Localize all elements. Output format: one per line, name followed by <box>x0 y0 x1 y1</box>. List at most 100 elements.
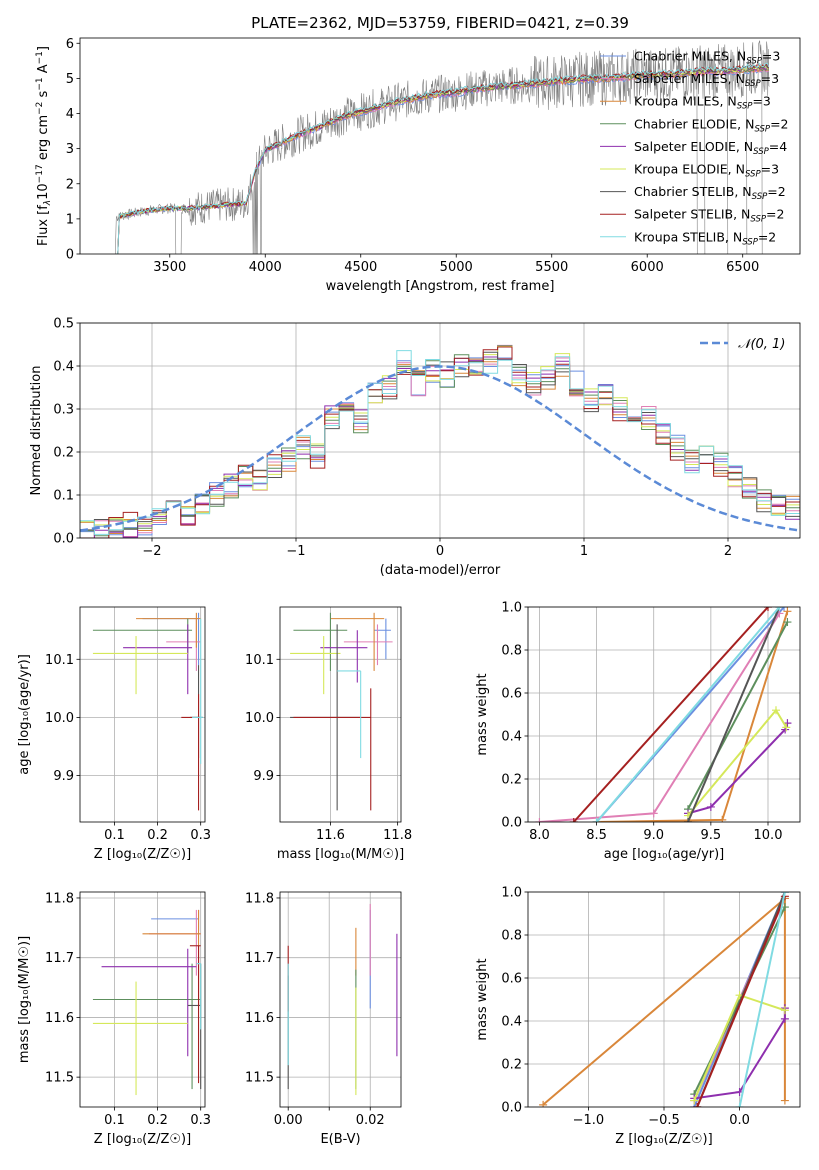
legend-model-name: Kroupa STELIB, N <box>634 229 742 244</box>
x-tick-label: 0.3 <box>190 828 211 843</box>
plot-area <box>287 903 398 1096</box>
grid <box>528 891 800 1108</box>
plot-area <box>539 892 789 1107</box>
histogram-chabrier-miles <box>80 357 800 538</box>
y-axis-label-part: A <box>36 64 51 77</box>
marker-chabrier-elodie <box>783 618 792 627</box>
y-tick-label: 0.6 <box>501 687 522 702</box>
histogram-salpeter-stelib <box>80 346 800 538</box>
y-axis-label-part: 10 <box>36 183 51 200</box>
x-axis-label: wavelength [Angstrom, rest frame] <box>326 279 555 294</box>
y-tick-label: 11.7 <box>245 951 274 966</box>
x-tick-label: 4000 <box>249 260 282 275</box>
y-tick-label: 1 <box>66 212 74 227</box>
x-tick-label: 1 <box>580 544 588 559</box>
axes-residuals: −2 −1 0 1 2 0.0 0.1 0.2 0.3 0.4 0.5 (data-model)/er… <box>29 317 801 578</box>
y-tick-label: 9.9 <box>253 769 274 784</box>
y-axis-label: Normed distribution <box>29 366 44 496</box>
legend-subscript: SSP <box>745 170 761 180</box>
legend-model-name: Kroupa MILES, N <box>634 94 737 109</box>
legend-nssp-value: =2 <box>758 229 776 244</box>
axes-mass_vs_Z: 0.1 0.2 0.3 11.5 11.6 11.7 11.8 Z [log₁₀(Z/Z☉)]… <box>17 891 211 1147</box>
axes-frame <box>79 322 801 539</box>
line-salpeter-miles <box>539 612 781 822</box>
axes-frame <box>79 891 206 1108</box>
axes-frame <box>527 891 801 1108</box>
y-tick-label: 11.7 <box>45 951 74 966</box>
chart-title: PLATE=2362, MJD=53759, FIBERID=0421, z=0… <box>251 14 629 32</box>
x-axis-label: age [log₁₀(age/yr)] <box>604 847 725 862</box>
marker-kroupa-elodie <box>690 1096 699 1105</box>
axes-spectrum: 3500 4000 4500 5000 5500 6000 6500 0 1 2 3 4 5 6 wavel… <box>35 37 801 294</box>
y-axis-label: mass weight <box>475 958 490 1040</box>
x-tick-label: 0.2 <box>147 1113 168 1128</box>
y-axis-label-part: −2 <box>35 102 45 115</box>
legend-label: Kroupa MILES, NSSP=3 <box>634 94 771 112</box>
y-tick-label: 2 <box>66 177 74 192</box>
y-tick-label: 0.8 <box>501 644 522 659</box>
marker-kroupa-stelib <box>592 818 601 822</box>
legend-label: Chabrier STELIB, NSSP=2 <box>634 184 786 202</box>
legend-nssp-value: =2 <box>766 207 784 222</box>
x-tick-label: 0.3 <box>190 1113 211 1128</box>
marker-salpeter-miles <box>649 809 658 818</box>
line-chabrier-elodie <box>687 621 789 810</box>
legend-subscript: SSP <box>753 147 769 157</box>
y-tick-label: 0.2 <box>501 773 522 788</box>
marker-kroupa-stelib <box>775 607 784 611</box>
y-tick-label: 1.0 <box>501 886 522 901</box>
model-spectrum-kroupa-stelib <box>116 62 770 254</box>
y-axis-label: age [log₁₀(age/yr)] <box>17 654 32 775</box>
y-tick-label: 10.1 <box>45 653 74 668</box>
y-tick-label: 4 <box>66 107 74 122</box>
x-tick-label: 6500 <box>726 260 759 275</box>
plot-area <box>80 344 800 538</box>
marker-kroupa-elodie <box>782 723 791 732</box>
grid <box>80 322 800 539</box>
marker-salpeter-miles <box>535 818 544 822</box>
model-spectrum-chabrier-miles <box>116 68 770 254</box>
x-axis-label: Z [log₁₀(Z/Z☉)] <box>94 1132 191 1147</box>
x-tick-label: −1.0 <box>573 1113 605 1128</box>
marker-kroupa-elodie <box>780 1006 789 1015</box>
marker-salpeter-stelib <box>764 607 772 611</box>
legend-model-name: Salpeter MILES, N <box>634 71 745 86</box>
legend-subscript: SSP <box>745 79 761 89</box>
grid <box>80 607 205 822</box>
axes-frame <box>279 891 402 1108</box>
y-tick-label: 0.2 <box>53 446 74 461</box>
x-tick-label: −1 <box>286 544 305 559</box>
legend-nssp-value: =2 <box>770 116 788 131</box>
x-tick-label: 4500 <box>344 260 377 275</box>
x-axis-label: E(B-V) <box>320 1132 360 1147</box>
x-tick-label: 8.5 <box>586 828 607 843</box>
x-tick-label: 2 <box>724 544 732 559</box>
y-axis-label-part: erg cm <box>36 115 51 164</box>
legend-label: Kroupa ELODIE, NSSP=3 <box>634 162 779 180</box>
marker-salpeter-stelib <box>693 1103 702 1107</box>
y-tick-label: 0.0 <box>501 816 522 831</box>
legend-label: Chabrier ELODIE, NSSP=2 <box>634 116 789 134</box>
y-tick-label: 10.1 <box>245 653 274 668</box>
y-axis-label: mass [log₁₀(M/M☉)] <box>17 936 32 1063</box>
axes-frame <box>279 606 402 823</box>
x-axis-label: Z [log₁₀(Z/Z☉)] <box>615 1132 712 1147</box>
y-tick-label: 1.0 <box>501 601 522 616</box>
legend-subscript: SSP <box>737 102 753 112</box>
x-axis-label: (data-model)/error <box>380 563 501 578</box>
legend-label: Salpeter ELODIE, NSSP=4 <box>634 139 787 157</box>
x-tick-label: 10.0 <box>754 828 783 843</box>
y-tick-label: 10.0 <box>45 711 74 726</box>
x-tick-label: 6000 <box>631 260 664 275</box>
y-axis-label-part: −1 <box>35 51 45 64</box>
y-tick-label: 11.8 <box>45 891 74 906</box>
y-tick-label: 0.6 <box>501 972 522 987</box>
legend-nssp-value: =3 <box>761 162 779 177</box>
marker-kroupa-miles <box>780 1096 789 1105</box>
legend-nssp-value: =2 <box>767 184 785 199</box>
gaussian-curve <box>80 365 800 532</box>
legend-label: Salpeter MILES, NSSP=3 <box>634 71 779 89</box>
legend-nssp-value: =4 <box>769 139 787 154</box>
legend-nssp-value: =3 <box>761 71 779 86</box>
